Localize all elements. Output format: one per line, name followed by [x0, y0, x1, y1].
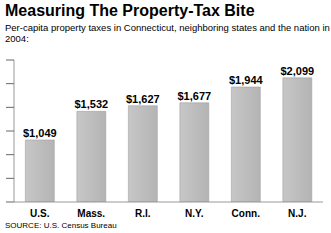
html-text:Measuring The Property-Tax Bit: Measuring The Property-Tax Bite: [5, 2, 255, 19]
svg-text:N.J.: N.J.: [288, 208, 307, 219]
svg-text:$1,944: $1,944: [229, 74, 264, 86]
svg-text:N.Y.: N.Y.: [185, 208, 204, 219]
svg-text:$1,049: $1,049: [23, 127, 57, 139]
svg-text:Mass.: Mass.: [77, 208, 105, 219]
svg-text:$1,532: $1,532: [75, 98, 109, 110]
svg-text:$1,627: $1,627: [126, 93, 160, 105]
svg-text:U.S.: U.S.: [30, 208, 50, 219]
svg-text:Conn.: Conn.: [232, 208, 261, 219]
svg-text:$2,099: $2,099: [281, 65, 315, 77]
html-text:Per-capita property taxes in C: Per-capita property taxes in Connecticut…: [5, 22, 330, 44]
html-text:SOURCE: U.S. Census Bureau: SOURCE: U.S. Census Bureau: [5, 221, 117, 230]
svg-text:$1,677: $1,677: [178, 90, 212, 102]
svg-text:R.I.: R.I.: [135, 208, 151, 219]
